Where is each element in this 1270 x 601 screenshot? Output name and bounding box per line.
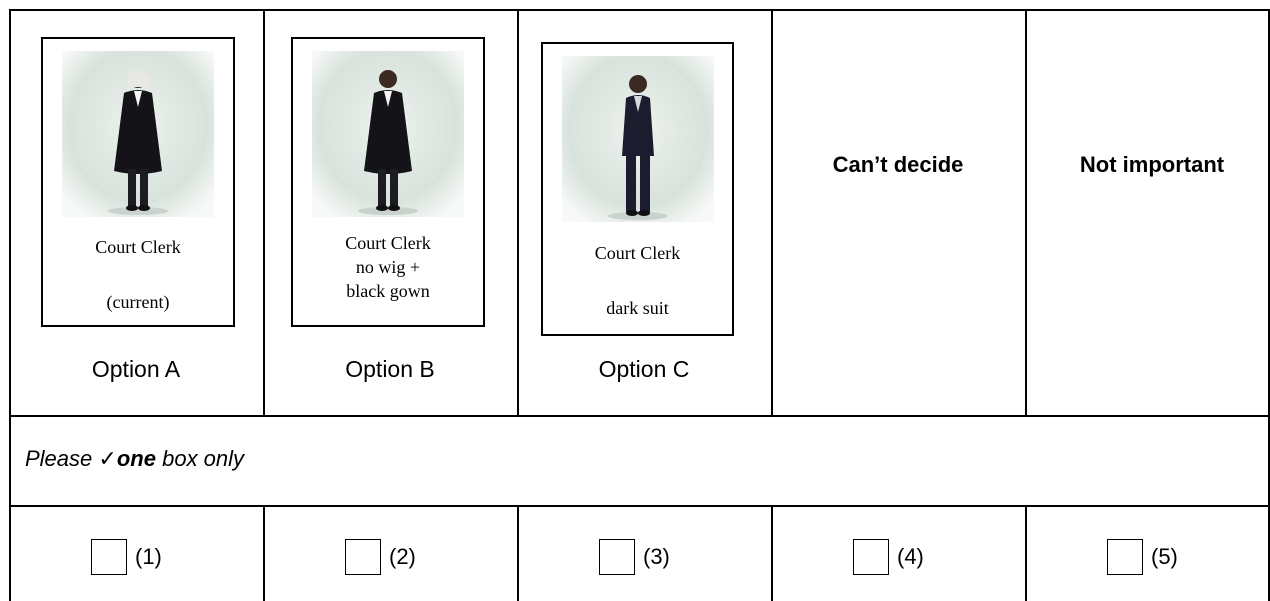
instruction: Please ✓one box only [25, 446, 244, 472]
checkbox[interactable] [1107, 539, 1143, 575]
table-border [9, 415, 1268, 417]
answer-code: (1) [135, 544, 162, 569]
table-border [9, 9, 11, 601]
column-divider [517, 505, 519, 601]
check-mark: ✓ [98, 446, 117, 471]
option-label: Option A [91, 356, 181, 382]
answer-code: (2) [389, 544, 416, 569]
column-divider [771, 505, 773, 601]
answer-code: (3) [643, 544, 670, 569]
checkbox[interactable] [91, 539, 127, 575]
photo-frame: Court Clerk dark suit [541, 42, 734, 336]
column-divider [517, 9, 519, 415]
answer-code: (4) [897, 544, 924, 569]
checkbox[interactable] [599, 539, 635, 575]
photo [62, 51, 214, 217]
option-label: Can’t decide [832, 152, 964, 177]
photo-caption: dark suit [606, 298, 669, 318]
photo-caption: Court Clerk [345, 233, 431, 253]
column-divider [263, 505, 265, 601]
photo-caption: Court Clerk [594, 243, 681, 263]
table-border [9, 9, 1268, 11]
checkbox[interactable] [345, 539, 381, 575]
photo-caption: Court Clerk [95, 237, 181, 257]
photo [312, 51, 464, 217]
photo [561, 56, 714, 222]
column-divider [263, 9, 265, 415]
answer-code: (5) [1151, 544, 1178, 569]
option-label: Option C [598, 356, 690, 382]
column-divider [1025, 505, 1027, 601]
table-border [9, 505, 1268, 507]
option-label: Not important [1079, 152, 1225, 177]
checkbox[interactable] [853, 539, 889, 575]
photo-frame: Court Clerk (current) [41, 37, 235, 327]
photo-caption: no wig + [355, 257, 421, 277]
photo-caption: (current) [106, 292, 170, 312]
column-divider [1025, 9, 1027, 415]
photo-caption: black gown [346, 281, 430, 301]
option-label: Option B [345, 356, 435, 382]
instruction-emphasis: one [116, 446, 156, 471]
photo-frame: Court Clerk no wig + black gown [291, 37, 485, 327]
table-border [1268, 9, 1270, 601]
column-divider [771, 9, 773, 415]
instruction-text: box only [162, 446, 245, 471]
instruction-text: Please [25, 446, 93, 471]
